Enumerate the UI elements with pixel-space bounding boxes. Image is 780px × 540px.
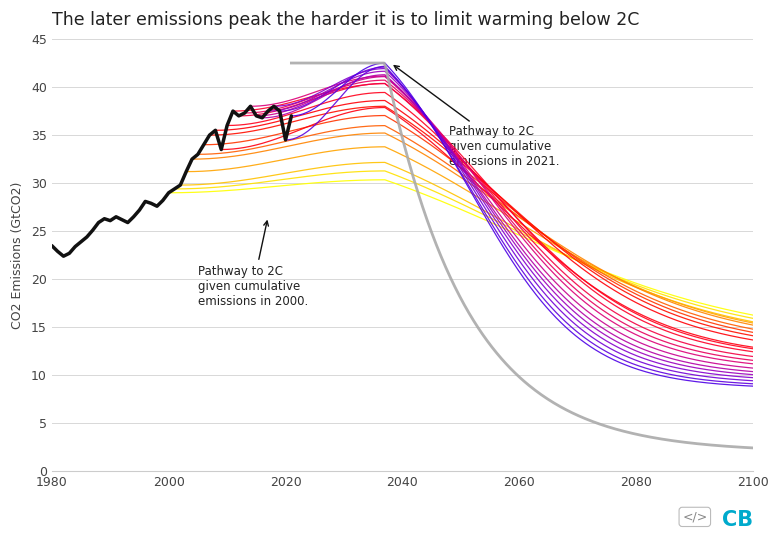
Text: </>: </> [682,510,707,523]
Text: Pathway to 2C
given cumulative
emissions in 2021.: Pathway to 2C given cumulative emissions… [394,65,560,168]
Y-axis label: CO2 Emissions (GtCO2): CO2 Emissions (GtCO2) [11,181,24,329]
Text: The later emissions peak the harder it is to limit warming below 2C: The later emissions peak the harder it i… [51,11,639,29]
Text: Pathway to 2C
given cumulative
emissions in 2000.: Pathway to 2C given cumulative emissions… [198,221,308,308]
Text: CB: CB [722,510,753,530]
